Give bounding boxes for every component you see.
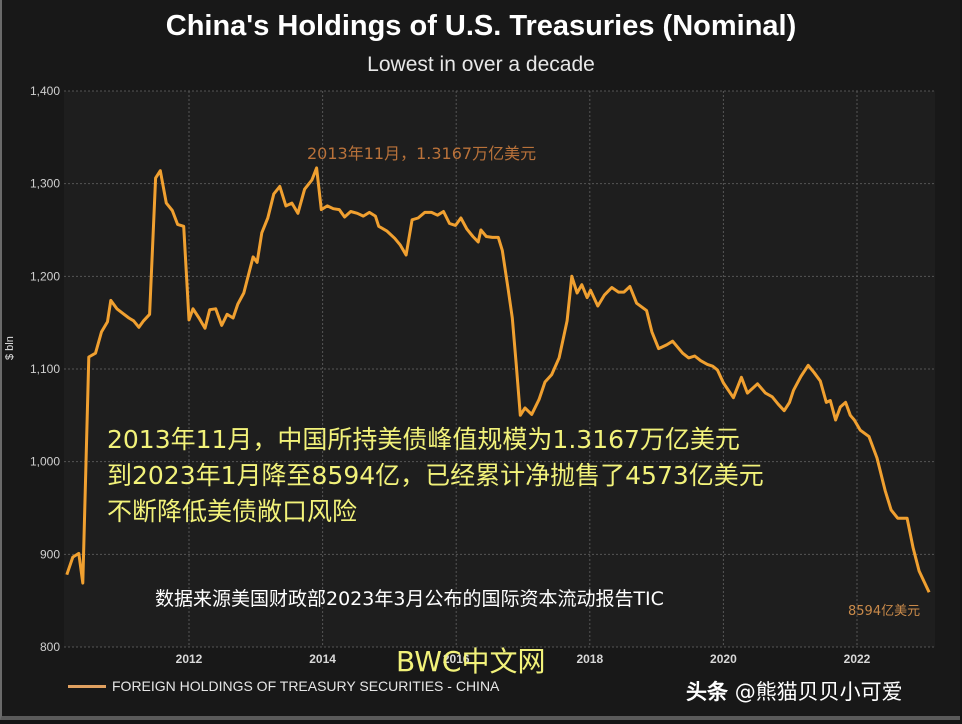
svg-text:1,300: 1,300 — [30, 177, 60, 191]
source-note: 数据来源美国财政部2023年3月公布的国际资本流动报告TIC — [155, 588, 664, 610]
svg-text:1,100: 1,100 — [30, 362, 60, 376]
overlay-caption: 2013年11月，中国所持美债峰值规模为1.3167万亿美元 到2023年1月降… — [107, 422, 764, 530]
svg-text:2012: 2012 — [176, 652, 203, 666]
x-axis-ticks: 2012 2014 2016 2018 2020 2022 — [176, 652, 871, 666]
overlay-line-3: 不断降低美债敞口风险 — [107, 497, 358, 526]
overlay-line-2: 到2023年1月降至8594亿，已经累计净抛售了4573亿美元 — [107, 461, 764, 490]
y-axis-title: $ bln — [4, 336, 16, 360]
svg-text:2020: 2020 — [710, 652, 737, 666]
overlay-line-1: 2013年11月，中国所持美债峰值规模为1.3167万亿美元 — [107, 425, 740, 454]
chart-title: China's Holdings of U.S. Treasuries (Nom… — [165, 10, 797, 42]
legend-swatch — [68, 684, 106, 688]
legend-label: FOREIGN HOLDINGS OF TREASURY SECURITIES … — [112, 678, 500, 694]
chart-subtitle: Lowest in over a decade — [367, 53, 595, 76]
svg-text:1,400: 1,400 — [30, 84, 60, 98]
svg-text:1,200: 1,200 — [30, 269, 60, 283]
author-watermark: 头条 @熊猫贝贝小可爱 — [686, 676, 903, 706]
svg-text:900: 900 — [40, 547, 60, 561]
holdings-line — [65, 166, 931, 593]
svg-text:2018: 2018 — [576, 652, 603, 666]
svg-text:800: 800 — [40, 640, 60, 654]
svg-text:2014: 2014 — [309, 652, 336, 666]
end-annotation: 8594亿美元 — [848, 604, 921, 619]
watermark-prefix: 头条 — [686, 680, 728, 704]
svg-text:1,000: 1,000 — [30, 455, 60, 469]
watermark-author: @熊猫贝贝小可爱 — [734, 680, 903, 704]
site-watermark: BWC中文网 — [396, 645, 546, 678]
peak-annotation: 2013年11月，1.3167万亿美元 — [307, 144, 537, 163]
grid-lines — [64, 90, 935, 648]
svg-text:2016: 2016 — [443, 652, 470, 666]
svg-text:2022: 2022 — [844, 652, 871, 666]
legend: FOREIGN HOLDINGS OF TREASURY SECURITIES … — [68, 678, 499, 694]
y-axis-ticks: 800 900 1,000 1,100 1,200 1,300 1,400 — [30, 84, 60, 654]
